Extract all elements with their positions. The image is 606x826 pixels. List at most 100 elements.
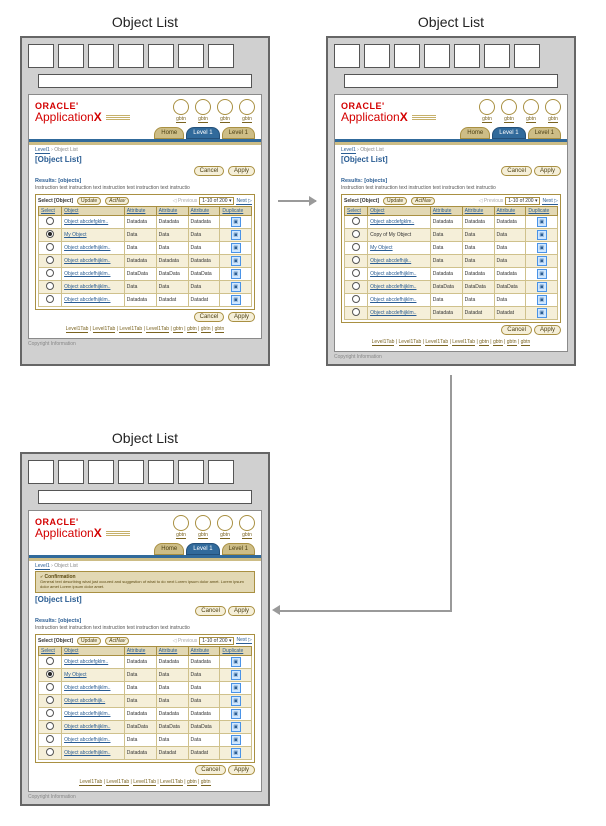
- duplicate-icon[interactable]: ▣: [537, 269, 547, 279]
- duplicate-icon[interactable]: ▣: [231, 230, 241, 240]
- duplicate-icon[interactable]: ▣: [537, 230, 547, 240]
- gbtn[interactable]: gbtn: [501, 99, 517, 123]
- toolbar-box[interactable]: [58, 460, 84, 484]
- next-link[interactable]: Next ▷: [236, 198, 252, 205]
- object-link[interactable]: Object abcdefhijklm..: [64, 245, 110, 251]
- gbtn[interactable]: gbtn: [195, 99, 211, 123]
- col-object[interactable]: Object: [62, 207, 125, 216]
- toolbar-box[interactable]: [148, 460, 174, 484]
- row-radio[interactable]: [352, 295, 360, 303]
- footer-link[interactable]: Level1Tab: [79, 779, 102, 786]
- object-link[interactable]: Object abcdefhijklm..: [370, 310, 416, 316]
- cancel-button[interactable]: Cancel: [195, 606, 226, 616]
- apply-button[interactable]: Apply: [228, 166, 255, 176]
- gbtn[interactable]: gbtn: [239, 515, 255, 539]
- footer-link[interactable]: gbtn: [173, 326, 183, 333]
- actnav-button[interactable]: ActNav: [105, 637, 129, 645]
- row-radio[interactable]: [46, 696, 54, 704]
- duplicate-icon[interactable]: ▣: [537, 282, 547, 292]
- duplicate-icon[interactable]: ▣: [537, 217, 547, 227]
- toolbar-box[interactable]: [208, 44, 234, 68]
- tab-level1[interactable]: Level 1: [186, 543, 219, 555]
- footer-link[interactable]: Level1Tab: [160, 779, 183, 786]
- duplicate-icon[interactable]: ▣: [231, 709, 241, 719]
- toolbar-box[interactable]: [208, 460, 234, 484]
- row-radio[interactable]: [352, 256, 360, 264]
- breadcrumb-link[interactable]: Level1: [341, 147, 356, 154]
- row-radio[interactable]: [46, 269, 54, 277]
- duplicate-icon[interactable]: ▣: [231, 217, 241, 227]
- toolbar-box[interactable]: [514, 44, 540, 68]
- row-radio[interactable]: [352, 217, 360, 225]
- row-radio[interactable]: [46, 256, 54, 264]
- toolbar-box[interactable]: [148, 44, 174, 68]
- toolbar-box[interactable]: [28, 44, 54, 68]
- footer-link[interactable]: Level1Tab: [425, 339, 448, 346]
- row-radio[interactable]: [46, 748, 54, 756]
- duplicate-icon[interactable]: ▣: [231, 269, 241, 279]
- pager-range[interactable]: 1-10 of 200 ▾: [199, 637, 234, 645]
- object-link[interactable]: Object abcdefhijklm..: [64, 711, 110, 717]
- footer-link[interactable]: Level1Tab: [93, 326, 116, 333]
- row-radio[interactable]: [46, 670, 54, 678]
- toolbar-box[interactable]: [118, 44, 144, 68]
- col-dup[interactable]: Duplicate: [220, 207, 252, 216]
- object-link[interactable]: Object abcdefhijklm..: [64, 750, 110, 756]
- toolbar-box[interactable]: [28, 460, 54, 484]
- footer-link[interactable]: gbtn: [201, 326, 211, 333]
- tab-home[interactable]: Home: [460, 127, 490, 139]
- object-link[interactable]: Object abcdefhijklm..: [64, 284, 110, 290]
- duplicate-icon[interactable]: ▣: [231, 683, 241, 693]
- row-radio[interactable]: [46, 722, 54, 730]
- object-link[interactable]: My Object: [64, 672, 87, 678]
- row-radio[interactable]: [352, 243, 360, 251]
- address-bar[interactable]: [38, 490, 252, 504]
- footer-link[interactable]: gbtn: [479, 339, 489, 346]
- duplicate-icon[interactable]: ▣: [231, 722, 241, 732]
- gbtn[interactable]: gbtn: [173, 99, 189, 123]
- row-radio[interactable]: [46, 735, 54, 743]
- footer-link[interactable]: Level1Tab: [133, 779, 156, 786]
- update-button[interactable]: Update: [77, 197, 101, 205]
- gbtn[interactable]: gbtn: [523, 99, 539, 123]
- address-bar[interactable]: [344, 74, 558, 88]
- toolbar-box[interactable]: [334, 44, 360, 68]
- gbtn[interactable]: gbtn: [195, 515, 211, 539]
- apply-button[interactable]: Apply: [534, 325, 561, 335]
- tab-home[interactable]: Home: [154, 543, 184, 555]
- col-attr-3[interactable]: Attribute: [188, 207, 220, 216]
- row-radio[interactable]: [352, 230, 360, 238]
- toolbar-box[interactable]: [178, 460, 204, 484]
- duplicate-icon[interactable]: ▣: [231, 735, 241, 745]
- toolbar-box[interactable]: [88, 44, 114, 68]
- next-link[interactable]: Next ▷: [236, 637, 252, 644]
- toolbar-box[interactable]: [424, 44, 450, 68]
- gbtn[interactable]: gbtn: [479, 99, 495, 123]
- breadcrumb-link[interactable]: Level1: [35, 147, 50, 154]
- toolbar-box[interactable]: [58, 44, 84, 68]
- duplicate-icon[interactable]: ▣: [231, 748, 241, 758]
- cancel-button[interactable]: Cancel: [194, 166, 225, 176]
- footer-link[interactable]: Level1Tab: [372, 339, 395, 346]
- gbtn[interactable]: gbtn: [173, 515, 189, 539]
- toolbar-box[interactable]: [118, 460, 144, 484]
- footer-link[interactable]: Level1Tab: [399, 339, 422, 346]
- footer-link[interactable]: Level1Tab: [146, 326, 169, 333]
- apply-button[interactable]: Apply: [228, 606, 255, 616]
- toolbar-box[interactable]: [178, 44, 204, 68]
- footer-link[interactable]: gbtn: [187, 779, 197, 786]
- duplicate-icon[interactable]: ▣: [231, 243, 241, 253]
- tab-level1-b[interactable]: Level 1: [222, 127, 255, 139]
- apply-button[interactable]: Apply: [228, 765, 255, 775]
- update-button[interactable]: Update: [77, 637, 101, 645]
- duplicate-icon[interactable]: ▣: [231, 670, 241, 680]
- object-link[interactable]: Object abcdefhijklm..: [64, 297, 110, 303]
- row-radio[interactable]: [352, 269, 360, 277]
- row-radio[interactable]: [46, 282, 54, 290]
- footer-link[interactable]: gbtn: [521, 339, 531, 346]
- cancel-button[interactable]: Cancel: [194, 312, 225, 322]
- row-radio[interactable]: [46, 243, 54, 251]
- toolbar-box[interactable]: [484, 44, 510, 68]
- next-link[interactable]: Next ▷: [542, 198, 558, 205]
- footer-link[interactable]: gbtn: [215, 326, 225, 333]
